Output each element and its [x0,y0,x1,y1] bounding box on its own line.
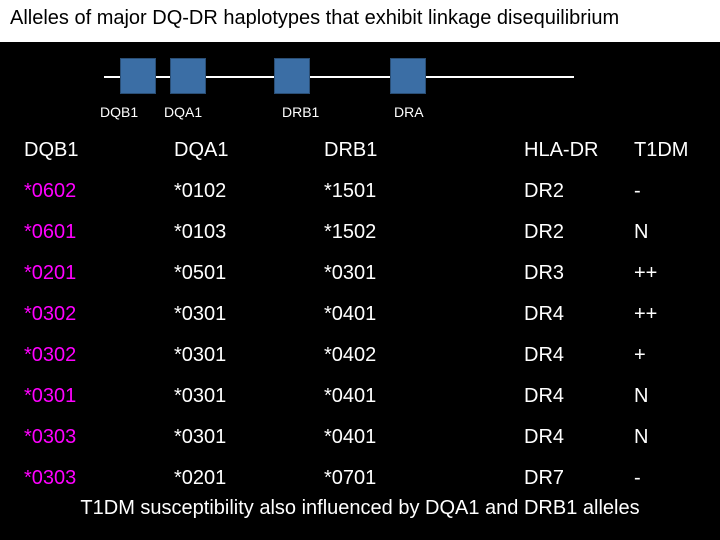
cell-drb1: *0401 [324,426,524,449]
cell-drb1: *0401 [324,303,524,326]
cell-hladr: DR3 [524,262,634,285]
cell-drb1: *0402 [324,344,524,367]
table-header-row: DQB1 DQA1 DRB1 HLA-DR T1DM [24,130,696,171]
cell-hladr: DR4 [524,426,634,449]
cell-drb1: *1502 [324,221,524,244]
gene-box-dra [390,58,426,94]
cell-t1dm: ++ [634,262,696,285]
gene-label-dqb1: DQB1 [100,104,138,120]
slide-title: Alleles of major DQ-DR haplotypes that e… [0,0,720,42]
cell-t1dm: - [634,467,696,490]
cell-dqb1: *0301 [24,385,174,408]
cell-t1dm: N [634,221,696,244]
col-header-hladr: HLA-DR [524,139,634,162]
cell-hladr: DR7 [524,467,634,490]
cell-dqb1: *0601 [24,221,174,244]
gene-box-dqb1 [120,58,156,94]
cell-t1dm: N [634,385,696,408]
cell-dqa1: *0301 [174,426,324,449]
table-row: *0601 *0103 *1502 DR2 N [24,212,696,253]
cell-dqb1: *0201 [24,262,174,285]
gene-box-dqa1 [170,58,206,94]
col-header-drb1: DRB1 [324,139,524,162]
gene-box-drb1 [274,58,310,94]
cell-t1dm: - [634,180,696,203]
col-header-t1dm: T1DM [634,139,696,162]
cell-dqa1: *0102 [174,180,324,203]
cell-drb1: *0401 [324,385,524,408]
cell-t1dm: ++ [634,303,696,326]
gene-label-dqa1: DQA1 [164,104,202,120]
gene-diagram [104,54,574,98]
cell-dqa1: *0301 [174,344,324,367]
col-header-dqb1: DQB1 [24,139,174,162]
cell-hladr: DR4 [524,344,634,367]
cell-dqa1: *0301 [174,385,324,408]
cell-dqb1: *0302 [24,344,174,367]
gene-label-drb1: DRB1 [282,104,319,120]
table-row: *0303 *0201 *0701 DR7 - [24,458,696,499]
gene-label-dra: DRA [394,104,424,120]
cell-drb1: *0301 [324,262,524,285]
cell-hladr: DR4 [524,303,634,326]
cell-hladr: DR2 [524,180,634,203]
cell-t1dm: N [634,426,696,449]
cell-dqa1: *0201 [174,467,324,490]
cell-dqa1: *0301 [174,303,324,326]
cell-dqb1: *0303 [24,426,174,449]
cell-drb1: *1501 [324,180,524,203]
cell-hladr: DR4 [524,385,634,408]
col-header-dqa1: DQA1 [174,139,324,162]
footer-note: T1DM susceptibility also influenced by D… [0,497,720,520]
table-row: *0303 *0301 *0401 DR4 N [24,417,696,458]
table-row: *0302 *0301 *0401 DR4 ++ [24,294,696,335]
cell-dqa1: *0103 [174,221,324,244]
cell-t1dm: + [634,344,696,367]
haplotype-table: DQB1 DQA1 DRB1 HLA-DR T1DM *0602 *0102 *… [24,130,696,499]
table-row: *0301 *0301 *0401 DR4 N [24,376,696,417]
cell-hladr: DR2 [524,221,634,244]
cell-dqb1: *0303 [24,467,174,490]
cell-dqa1: *0501 [174,262,324,285]
table-row: *0302 *0301 *0402 DR4 + [24,335,696,376]
table-row: *0602 *0102 *1501 DR2 - [24,171,696,212]
cell-drb1: *0701 [324,467,524,490]
cell-dqb1: *0602 [24,180,174,203]
table-row: *0201 *0501 *0301 DR3 ++ [24,253,696,294]
cell-dqb1: *0302 [24,303,174,326]
